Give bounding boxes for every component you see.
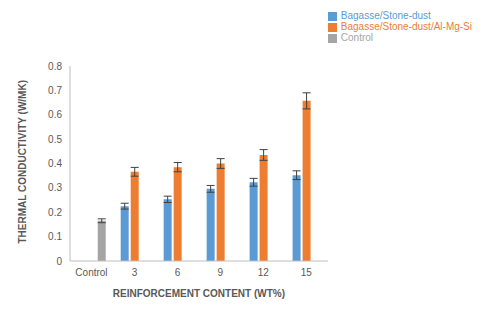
svg-text:REINFORCEMENT CONTENT (WT%): REINFORCEMENT CONTENT (WT%) bbox=[113, 288, 285, 299]
svg-text:12: 12 bbox=[258, 267, 270, 278]
svg-text:0.3: 0.3 bbox=[48, 182, 62, 193]
svg-text:6: 6 bbox=[175, 267, 181, 278]
svg-text:0.1: 0.1 bbox=[48, 231, 62, 242]
html-text:Control: Control bbox=[340, 32, 374, 43]
svg-text:0: 0 bbox=[56, 256, 62, 267]
svg-text:9: 9 bbox=[218, 267, 224, 278]
html-text:Bagasse/Stone-dust/Al-Mg-Si: Bagasse/Stone-dust/Al-Mg-Si bbox=[340, 21, 472, 32]
svg-text:0.2: 0.2 bbox=[48, 207, 62, 218]
svg-text:0.7: 0.7 bbox=[48, 85, 62, 96]
svg-text:0.8: 0.8 bbox=[48, 61, 62, 72]
html-text:Bagasse/Stone-dust: Bagasse/Stone-dust bbox=[340, 10, 431, 21]
svg-text:Control: Control bbox=[75, 267, 107, 278]
svg-text:0.5: 0.5 bbox=[48, 134, 62, 145]
svg-text:3: 3 bbox=[132, 267, 138, 278]
svg-text:0.4: 0.4 bbox=[48, 158, 62, 169]
svg-text:0.6: 0.6 bbox=[48, 109, 62, 120]
svg-text:15: 15 bbox=[301, 267, 313, 278]
svg-text:THERMAL CONDUCTIVITY (W/MK): THERMAL CONDUCTIVITY (W/MK) bbox=[17, 80, 28, 244]
